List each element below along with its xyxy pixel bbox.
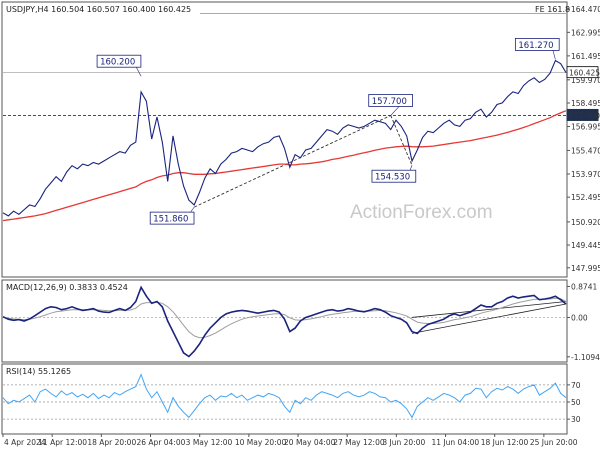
price-panel-frame [1,1,568,278]
time-tick-label: 26 Apr 04:00 [137,438,186,447]
rsi-axis: 70 50 30 [567,381,581,424]
price-annotation-label-box [96,54,142,68]
price-axis-tick-label: 164.470 [571,5,600,14]
rsi-axis-tick-label: 30 [571,415,581,424]
current-price-label: 160.425 [569,69,600,78]
price-axis-tick-label: 153.970 [571,170,600,179]
time-tick-label: 25 Jun 20:00 [530,438,578,447]
rsi-panel-title: RSI(14) 55.1265 [6,367,71,376]
time-tick-label: 11 Apr 12:00 [38,438,87,447]
price-annotation-label: 154.530 [375,173,410,183]
price-axis-tick-label: 161.495 [571,52,600,61]
time-tick-label: 10 May 20:00 [235,438,287,447]
macd-axis-tick-label: -1.1094 [571,353,600,362]
rsi-panel-frame [1,363,568,435]
price-axis-tick-label: 162.995 [571,28,600,37]
price-axis-tick-label: 152.495 [571,193,600,202]
watermark: ActionForex.com [350,202,493,223]
time-tick-label: 18 Jun 12:00 [481,438,529,447]
price-axis: 164.470 162.995 161.495 159.970 158.495 156.9… [566,5,600,273]
price-annotation-label-box [514,38,560,51]
rsi-line [2,373,567,419]
price-axis-tick-label: 156.995 [571,123,600,132]
price-annotations: 160.200 151.860 157.700 154.530 161.270 [96,38,560,225]
macd-main-line [2,285,567,358]
time-tick-label: 18 Apr 20:00 [87,438,136,447]
price-axis-tick-label: 158.495 [571,99,600,108]
time-tick-label: 3 May 12:00 [186,438,233,447]
moving-average-line [2,110,567,222]
price-annotation-label-box [149,211,195,225]
current-price-box [566,66,599,79]
price-annotation-label-box [368,94,413,107]
price-reference-lines [3,13,566,116]
price-annotation-label: 161.270 [518,41,553,51]
macd-axis: 0.8741 0.00 -1.1094 [567,282,600,362]
price-trendline [390,115,413,166]
price-axis-tick-label: 149.445 [571,241,600,250]
price-annotation-label-box [371,169,417,183]
time-tick-label: 11 Jun 04:00 [432,438,480,447]
fe-label: FE 161.8 [535,5,570,14]
time-tick-label: 4 Apr 2024 [4,438,46,447]
macd-axis-tick-label: 0.8741 [571,282,597,291]
price-panel-title: USDJPY,H4 160.504 160.507 160.400 160.42… [6,5,191,14]
macd-trendline [411,303,567,334]
rsi-series [2,373,567,419]
time-tick-label: 27 May 12:00 [333,438,385,447]
rsi-axis-tick-label: 70 [571,381,581,390]
macd-series [2,285,567,358]
support-price-box [566,108,599,121]
price-axis-tick-label: 159.970 [571,76,600,85]
rsi-axis-tick-label: 50 [571,398,581,407]
price-trendline [194,115,391,208]
price-trendlines [194,115,413,208]
macd-trendline [411,301,567,318]
support-price-label: 157.700 [569,111,600,120]
time-tick-label: 20 May 04:00 [284,438,336,447]
price-axis-tick-label: 155.470 [571,146,600,155]
price-annotation-label: 160.200 [100,58,135,68]
macd-axis-tick-label: 0.00 [571,313,588,322]
price-annotation-label: 151.860 [153,215,188,225]
price-series [2,59,567,222]
price-annotation-label: 157.700 [372,97,407,107]
time-tick-label: 3 Jun 20:00 [382,438,425,447]
rsi-level-lines [3,384,566,420]
price-line [2,59,567,217]
macd-trendlines [411,301,567,334]
price-axis-tick-label: 147.995 [571,264,600,273]
macd-panel-title: MACD(12,26,9) 0.3833 0.4524 [6,283,128,292]
price-axis-tick-label: 150.920 [571,218,600,227]
